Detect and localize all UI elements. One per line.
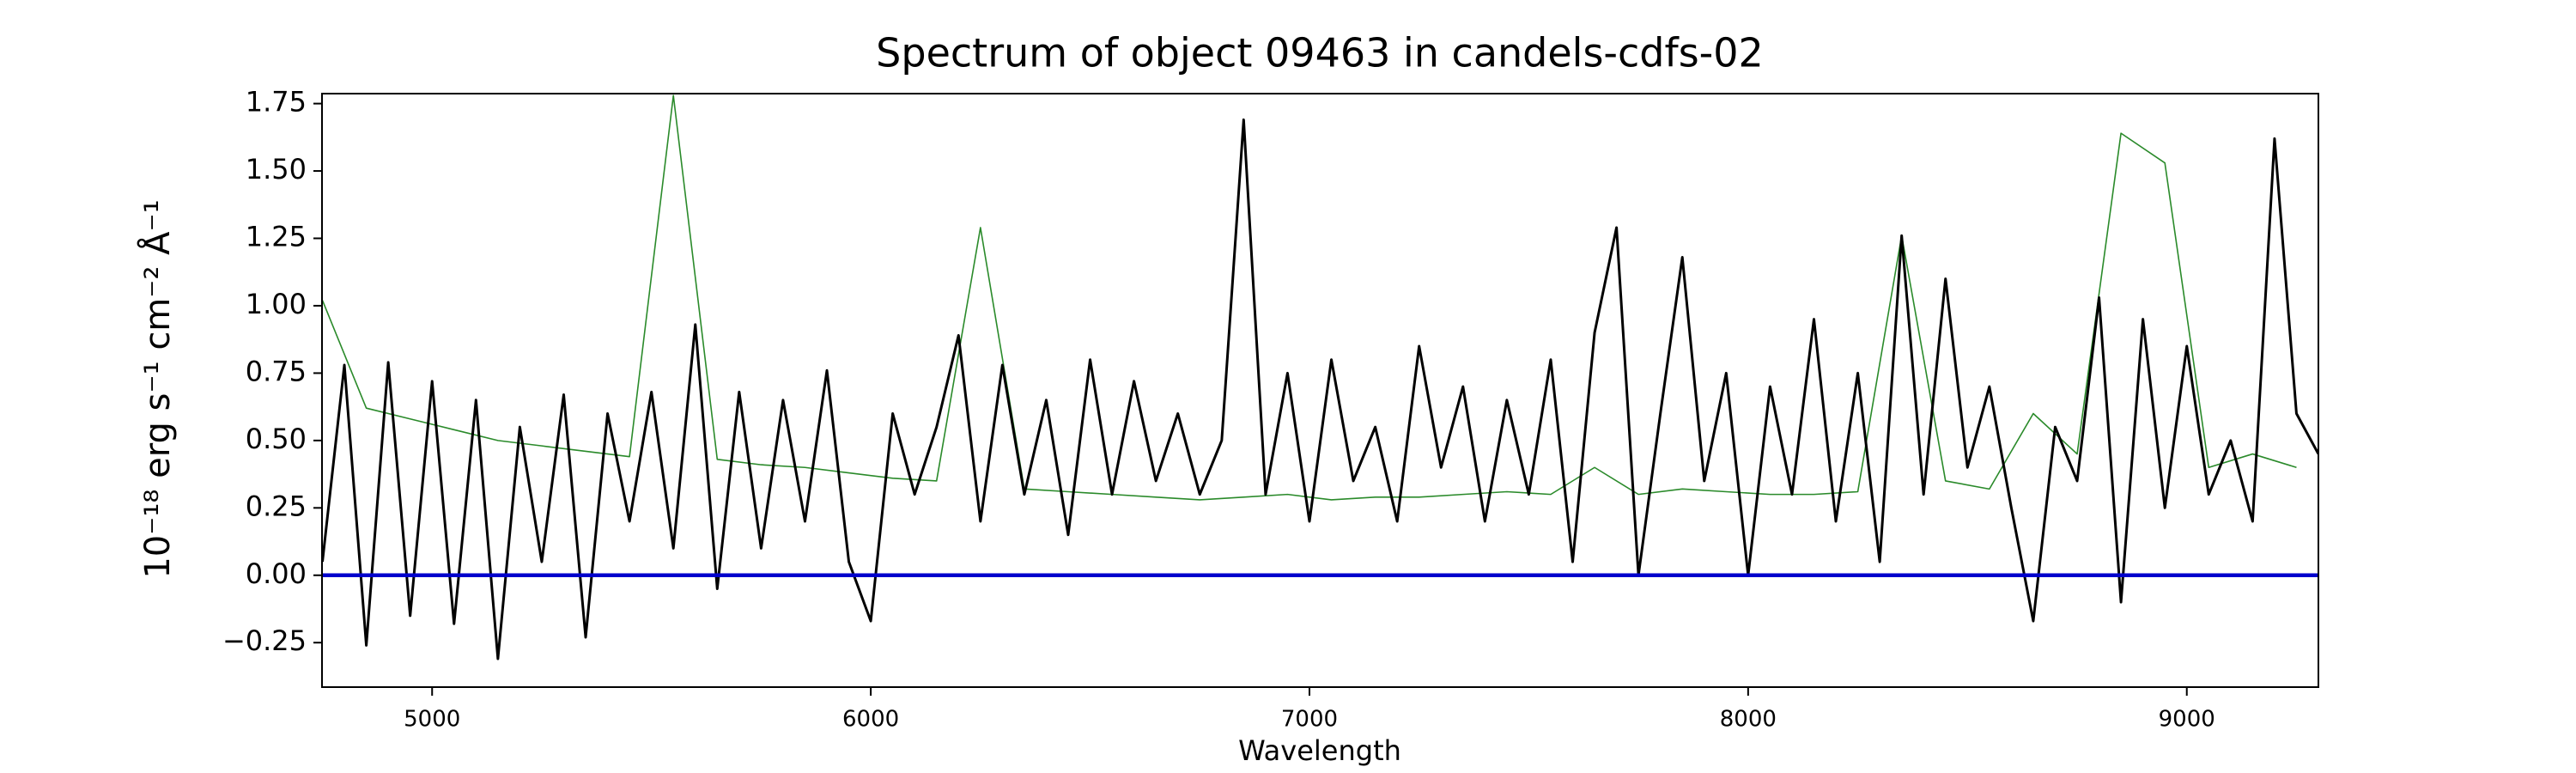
x-tick-label: 5000: [404, 707, 460, 733]
y-tick-label: 1.25: [246, 221, 307, 253]
chart-title: Spectrum of object 09463 in candels-cdfs…: [876, 30, 1764, 76]
y-tick-label: −0.25: [222, 624, 307, 657]
x-tick-label: 6000: [842, 707, 899, 733]
x-tick-label: 7000: [1281, 707, 1338, 733]
x-tick-label: 9000: [2159, 707, 2215, 733]
spectrum-line: [322, 94, 2297, 501]
x-tick-label: 8000: [1720, 707, 1777, 733]
y-tick-label: 0.75: [246, 355, 307, 387]
plot-frame: [321, 93, 2319, 688]
y-tick-label: 0.50: [246, 423, 307, 455]
y-tick-label: 1.00: [246, 288, 307, 320]
x-axis-label: Wavelength: [1238, 734, 1401, 767]
y-tick-label: 1.75: [246, 86, 307, 119]
y-tick-label: 0.25: [246, 490, 307, 522]
y-tick-label: 1.50: [246, 153, 307, 186]
spectrum-line: [322, 118, 2318, 660]
y-tick-label: 0.00: [246, 557, 307, 590]
plot-area: [322, 94, 2318, 660]
y-axis-label: 10⁻¹⁸ erg s⁻¹ cm⁻² Å⁻¹: [137, 199, 178, 578]
